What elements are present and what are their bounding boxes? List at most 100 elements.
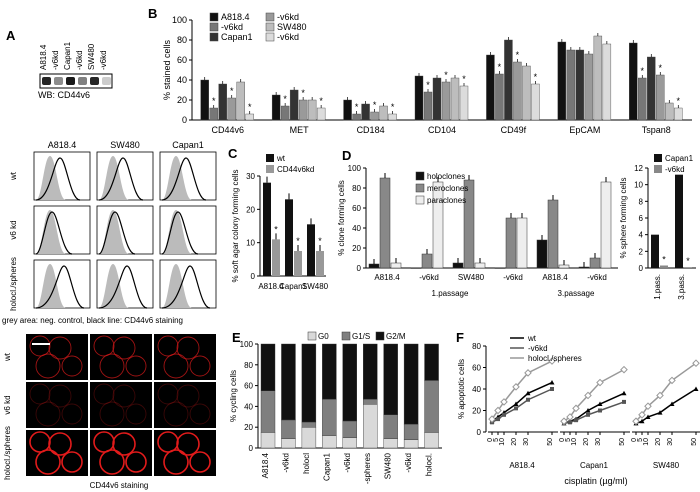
data-point [638,410,646,419]
flow-row-label: wt [9,171,18,181]
x-tick-label: 20 [511,438,518,446]
x-tick-label: Capan1 [279,282,308,291]
legend-swatch [415,171,425,181]
y-tick-label: 30 [246,172,255,181]
data-point [584,391,592,400]
significance-star: * [659,63,663,73]
x-tick-label: 20 [655,438,662,446]
y-tick-label: 60 [472,364,481,373]
x-tick-label: CD49f [501,125,527,135]
bar [285,199,293,276]
legend-swatch [209,22,219,32]
bar [504,39,513,121]
cell-membrane-stain [125,355,147,377]
stacked-bar-segment [281,438,296,449]
legend-swatch [415,183,425,193]
group-label: SW480 [653,461,680,470]
stacked-bar-segment [383,343,398,415]
cell-membrane-stain [93,383,115,405]
stacked-bar-segment [260,432,276,449]
stacked-bar-segment [342,437,357,449]
y-tick-label: 80 [244,361,253,370]
x-tick-label: MET [290,125,310,135]
x-tick-label: Capan1 [322,452,331,481]
bar [584,53,594,121]
cell-membrane-stain [99,449,125,475]
stacked-bar-segment [424,432,439,449]
cell-membrane-stain [157,431,179,453]
legend-swatch [209,32,219,42]
legend-label: G1/S [352,332,370,341]
blot-band [102,77,111,85]
cell-membrane-stain [112,384,136,408]
significance-star: * [686,256,690,266]
bar [486,54,495,121]
stacked-bar-segment [383,414,398,439]
y-tick-label: 100 [240,340,254,349]
stacked-bar-segment [363,343,378,400]
legend-label: G0 [318,332,329,341]
chart-d-clone-forming: 0 20 40 60 80 100% clone forming cells A818.4 -… [337,164,618,298]
data-point [639,418,645,424]
x-tick-label: A818.4 [261,452,270,478]
significance-star: * [296,236,300,246]
y-axis-label: % apoptotic cells [457,359,466,419]
legend-swatch [209,12,219,22]
stacked-bar-segment [322,343,337,400]
x-tick-label: 30 [523,438,530,446]
bar [423,91,433,121]
blot-band [54,77,63,85]
bar [421,253,433,269]
cell-membrane-stain [189,355,211,377]
data-point [644,402,652,411]
bar [522,65,531,121]
neg-control-peak [162,210,192,254]
micrograph [154,382,216,428]
bar [352,113,361,121]
cell-membrane-stain [48,384,72,408]
cd44v6-staining-line [35,157,81,201]
bar [368,263,380,269]
x-tick-label: A818.4 [258,282,284,291]
cell-membrane-stain [157,335,179,357]
y-tick-label: 20 [246,205,255,214]
flow-caption: grey area: neg. control, black line: CD4… [2,316,183,325]
y-tick-label: 0 [357,264,362,273]
bar [316,107,326,121]
blot-lane-label: A818.4 [39,44,48,70]
bar [578,266,590,269]
stacked-bar-segment [424,380,439,433]
data-point [632,417,640,426]
blot-band [42,77,51,85]
bar [370,111,379,121]
y-tick-label: 0 [251,272,256,281]
neg-control-peak [99,210,129,254]
y-tick-label: 8 [639,197,644,206]
bar [589,257,601,269]
stacked-bar-segment [363,398,378,405]
x-tick-label: 20 [583,438,590,446]
significance-star: * [283,94,287,104]
western-blot-caption: WB: CD44v6 [38,90,91,100]
x-tick-label: 10 [499,438,506,446]
data-point [645,414,651,419]
legend-label: Capan1 [221,32,253,42]
bar [684,267,692,268]
bar [390,262,402,269]
bar [575,49,585,121]
x-tick-label: 5 [493,438,500,442]
group-label: A818.4 [509,461,535,470]
bar [414,75,424,121]
flow-row-label: holocl./spheres [9,257,18,311]
stacked-bar-segment [342,343,357,422]
stacked-bar-segment [281,343,296,421]
x-tick-label: 0 [559,438,566,442]
data-point [621,390,627,396]
data-point [693,386,699,391]
y-tick-label: 6 [639,214,644,223]
x-tick-label: CD104 [428,125,456,135]
y-tick-label: 0 [182,115,187,125]
x-tick-label: SW480 [384,452,393,479]
cd44v6-staining-line [161,211,199,255]
western-blot-panel: A818.4 -v6kd Capan1 -v6kd SW480 -v6kd [39,41,113,89]
